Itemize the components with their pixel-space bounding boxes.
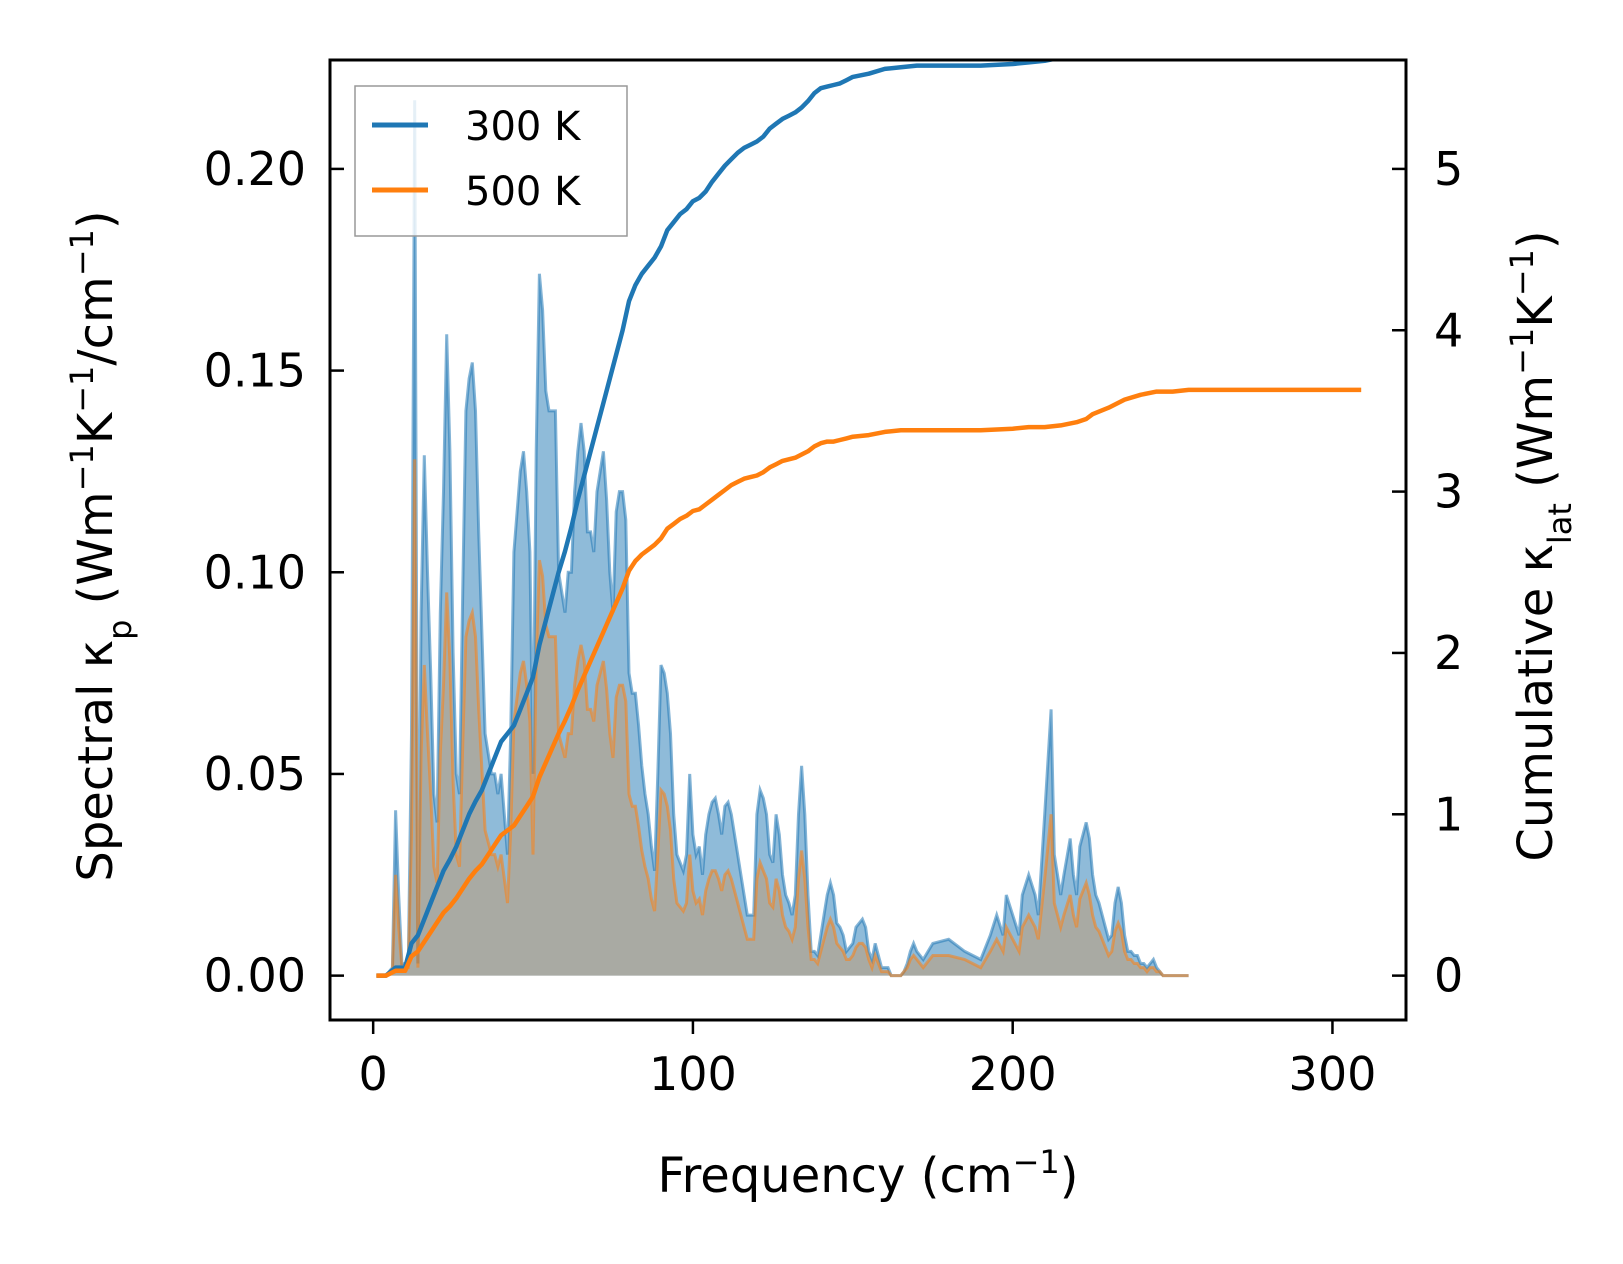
y-right-tick-label-3: 3 <box>1434 465 1463 519</box>
x-tick-label-300: 300 <box>1289 1047 1377 1101</box>
y-axis-left-ticks: 0.00 0.05 0.10 0.15 0.20 <box>204 142 344 1003</box>
spectral-fills <box>376 100 1189 976</box>
spectral-line-300k <box>376 100 1189 978</box>
cumulative-lines <box>376 60 1362 978</box>
x-tick-label-0: 0 <box>359 1047 388 1101</box>
spectral-fill-500k <box>376 459 1189 976</box>
legend-label-500k: 500 K <box>465 169 582 215</box>
legend: 300 K 500 K <box>354 85 628 237</box>
x-axis-ticks: 0 100 200 300 <box>359 1020 1377 1101</box>
x-tick-label-100: 100 <box>649 1047 737 1101</box>
spectral-line-500k <box>376 459 1189 978</box>
x-tick-label-200: 200 <box>969 1047 1057 1101</box>
y-right-tick-label-4: 4 <box>1434 303 1463 357</box>
legend-box <box>354 85 628 237</box>
cumulative-line-300k <box>376 60 1061 978</box>
legend-label-300k: 300 K <box>465 104 582 150</box>
y-left-tick-label-0.00: 0.00 <box>204 949 306 1003</box>
x-axis-title: Frequency (cm−1) <box>657 1143 1078 1204</box>
y-axis-right-ticks: 0 1 2 3 4 5 <box>1392 142 1463 1003</box>
y-right-tick-label-1: 1 <box>1434 787 1463 841</box>
plot-frame <box>328 58 1408 1022</box>
y-right-tick-label-2: 2 <box>1434 626 1463 680</box>
y-axis-right-title: Cumulative κlat (Wm−1K−1) <box>1503 230 1579 861</box>
y-left-tick-label-0.15: 0.15 <box>204 344 306 398</box>
y-axis-left-title: Spectral κp (Wm−1K−1/cm−1) <box>63 210 139 881</box>
spectral-lines <box>376 100 1189 978</box>
cumulative-line-500k <box>376 387 1362 978</box>
y-right-tick-label-0: 0 <box>1434 949 1463 1003</box>
y-left-tick-label-0.20: 0.20 <box>204 142 306 196</box>
y-left-tick-label-0.10: 0.10 <box>204 545 306 599</box>
y-left-tick-label-0.05: 0.05 <box>204 747 306 801</box>
plot-area <box>376 60 1362 978</box>
y-right-tick-label-5: 5 <box>1434 142 1463 196</box>
